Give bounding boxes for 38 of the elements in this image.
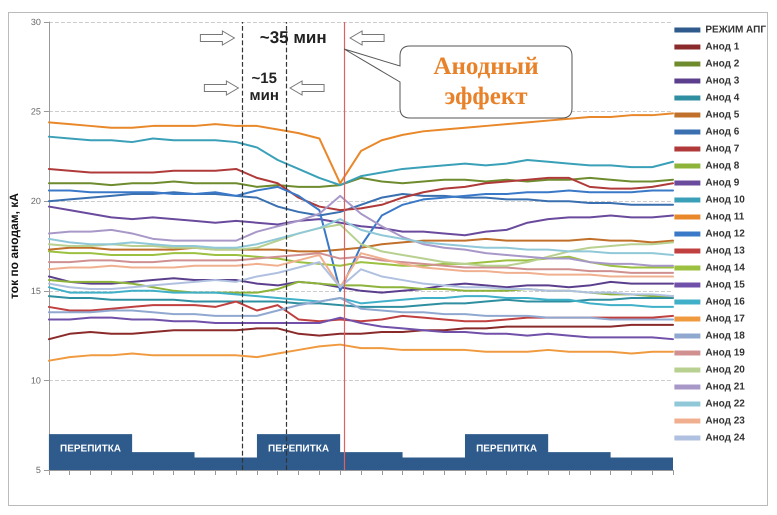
data-label: ПЕРЕПИТКА [268, 444, 330, 455]
legend-label: Анод 15 [705, 280, 746, 290]
data-label: ПЕРЕПИТКА [476, 444, 538, 455]
annotation: ~15 мин [248, 70, 280, 104]
legend-label: Анод 16 [705, 296, 746, 308]
legend-label: Анод 21 [705, 382, 746, 392]
legend-label: Анод 8 [705, 160, 740, 172]
legend-label: Анод 3 [705, 76, 740, 86]
y-axis-title: ток по анодам, кА [7, 192, 21, 299]
y-tick-label: 25 [30, 106, 41, 117]
legend-label: РЕЖИМ АПГ [705, 24, 766, 36]
legend-label: Анод 1 [705, 42, 740, 52]
legend-label: Анод 22 [705, 398, 746, 410]
y-tick-label: 15 [30, 286, 41, 296]
legend-label: Анод 9 [705, 178, 740, 188]
y-tick-label: 10 [30, 375, 41, 386]
legend-label: Анод 7 [705, 144, 740, 154]
annotation: ~35 мин [258, 28, 328, 48]
y-tick-label: 20 [30, 196, 41, 206]
annotation: Анодный эффект [432, 52, 540, 112]
legend-label: Анод 12 [705, 228, 746, 240]
legend-label: Анод 13 [705, 246, 746, 256]
legend-label: Анод 11 [705, 212, 745, 222]
legend-label: Анод 23 [705, 416, 746, 426]
legend-label: Анод 20 [705, 364, 746, 376]
legend-label: Анод 14 [705, 262, 746, 274]
legend-label: Анод 24 [705, 432, 746, 444]
legend-label: Анод 2 [705, 58, 740, 70]
legend-label: Анод 18 [705, 330, 746, 342]
legend-label: Анод 6 [705, 126, 740, 138]
data-label: ПЕРЕПИТКА [60, 444, 122, 455]
legend-label: Анод 19 [705, 348, 746, 358]
legend-label: Анод 5 [705, 110, 740, 120]
legend-label: Анод 17 [705, 314, 746, 324]
legend-label: Анод 4 [705, 92, 740, 104]
y-tick-label: 5 [36, 465, 41, 475]
legend-label: Анод 10 [705, 194, 746, 206]
y-tick-label: 30 [30, 17, 41, 27]
